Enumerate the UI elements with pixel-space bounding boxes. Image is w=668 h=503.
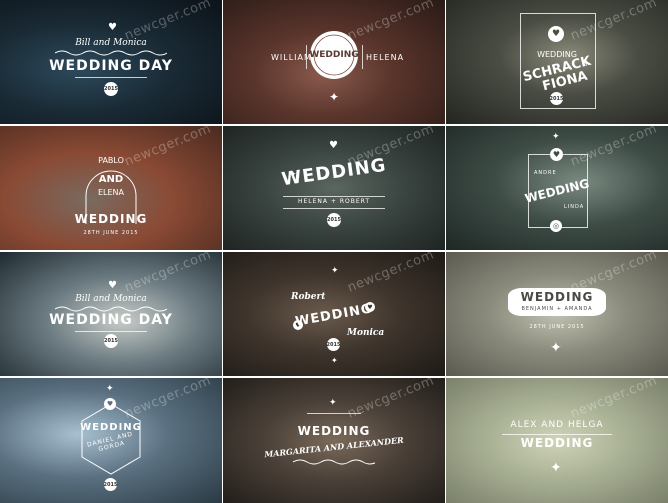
tile-5: newcger.com ♥ ✦ WEDDING HELENA + ROBERT … [223,126,445,250]
heart-badge: ♥ [365,302,375,312]
heart-badge: ♥ [548,26,564,42]
tile-6-name1: ANDRE [534,170,557,176]
tile-2-left-name: WILLIAM [271,53,312,62]
tile-7-script: Bill and Monica [75,294,147,304]
tile-8: newcger.com ✦ Robert ♥ WEDDING ♥ Monica … [223,252,445,376]
tile-1-script: Bill and Monica [75,38,147,48]
divider [75,331,147,332]
tile-2: newcger.com WILLIAM WEDDING HELENA ✦ [223,0,445,124]
wave-divider [55,50,167,56]
tile-12-names: ALEX AND HELGA [510,420,604,430]
tile-10: newcger.com ✦ ♥ WEDDING DANIEL AND GORDA… [0,378,222,503]
tile-3: newcger.com ♥ WEDDING SCHRACK + FIONA 20… [446,0,668,124]
tile-12-title: WEDDING [520,436,594,450]
tile-1: newcger.com ♥ Bill and Monica WEDDING DA… [0,0,222,124]
divider [502,434,612,435]
tile-12: newcger.com ALEX AND HELGA WEDDING ✦ [446,378,668,503]
year-badge: 2015 [104,82,118,96]
heart-badge: ♥ [550,148,563,161]
tile-8-name2: Monica [347,328,385,338]
wave-divider [55,306,167,312]
tile-5-title: WEDDING [280,154,388,191]
heart-badge: ♥ [104,398,116,410]
frame [520,13,596,109]
sparkle-icon: ✦ [552,132,560,142]
tile-11: newcger.com ✦ WEDDING MARGARITA AND ALEX… [223,378,445,503]
divider [283,208,385,209]
tile-4-date: 28TH JUNE 2015 [83,230,139,236]
tile-6: newcger.com ✦ ♥ ANDRE WEDDING LINDA ◎ [446,126,668,250]
scalloped-badge [310,31,358,79]
tile-2-right-name: HELENA [366,53,405,62]
tile-11-title: WEDDING [297,424,371,438]
tile-2-badge-label: WEDDING [309,50,359,60]
divider [306,45,307,69]
tile-9-names: BENJAMIN + AMANDA [521,306,593,312]
sparkle-icon: ✦ [331,356,338,365]
heart-badge: ♥ [293,320,303,330]
year-badge: 2015 [550,92,563,105]
tile-4-name1: PABLO [98,156,124,165]
wave-divider [293,459,375,465]
tile-7-title: WEDDING DAY [49,312,173,328]
sparkle-icon: ✦ [289,170,297,180]
tile-4-and: AND [98,174,124,185]
watermark: newcger.com [122,252,214,296]
heart-icon: ♥ [108,22,117,33]
heart-icon: ♥ [108,280,117,291]
sparkle-icon: ✦ [550,340,562,356]
divider [283,196,385,197]
tile-9: newcger.com WEDDING BENJAMIN + AMANDA 28… [446,252,668,376]
hexagon-frame [81,403,141,475]
tile-1-title: WEDDING DAY [49,58,173,74]
tile-9-title: WEDDING [520,290,594,304]
divider [307,413,361,414]
sparkle-icon: ✦ [329,398,337,408]
heart-icon: ♥ [329,140,338,151]
watermark: newcger.com [345,252,437,296]
tile-8-title: WEDDING [294,301,374,330]
tile-7: newcger.com ♥ Bill and Monica WEDDING DA… [0,252,222,376]
year-badge: 2015 [104,478,117,491]
tile-3-amp: + [582,58,591,69]
year-badge: 2015 [327,338,340,351]
tile-4: newcger.com PABLO AND ELENA WEDDING 28TH… [0,126,222,250]
year-badge: 2015 [327,213,341,227]
watermark: newcger.com [568,378,660,422]
sparkle-icon: ✦ [550,460,562,476]
arch-frame [85,170,137,224]
tile-4-title: WEDDING [74,212,148,226]
sparkle-icon: ✦ [331,266,339,276]
sparkle-icon: ✦ [106,384,114,394]
tile-3-title: WEDDING [537,50,577,59]
sparkle-icon: ✦ [329,90,340,104]
tile-5-names: HELENA + ROBERT [297,198,371,205]
divider [362,45,363,69]
watermark: newcger.com [345,378,437,422]
ring-icon: ◎ [550,220,562,232]
tile-8-name1: Robert [291,292,326,302]
tile-10-title: WEDDING [80,422,142,433]
tile-6-name2: LINDA [564,204,585,210]
tile-4-name2: ELENA [97,188,125,197]
year-badge: 2015 [104,334,118,348]
divider [75,77,147,78]
tile-9-date: 28TH JUNE 2015 [529,324,585,330]
tile-9-badge [508,288,606,316]
